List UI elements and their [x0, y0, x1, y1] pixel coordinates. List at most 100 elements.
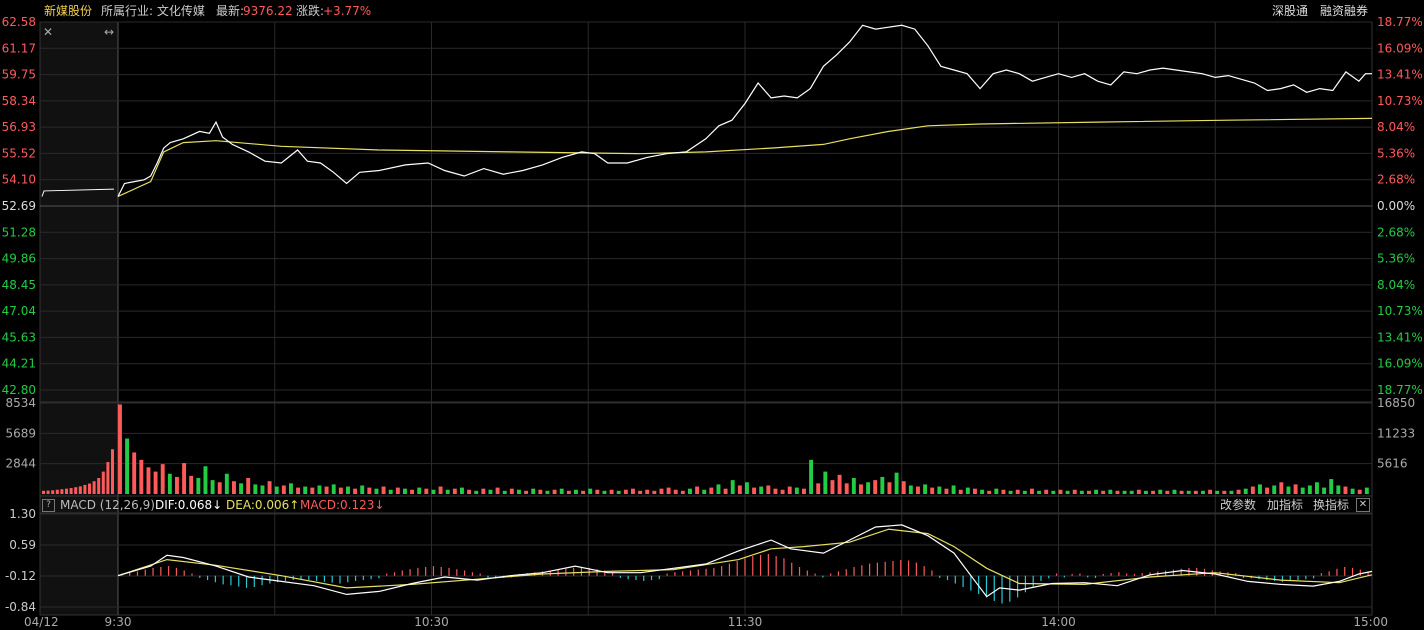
- volume-bar: [353, 488, 358, 494]
- volume-bar: [189, 475, 194, 494]
- close-panel-icon[interactable]: ✕: [1356, 498, 1370, 512]
- volume-bar: [445, 489, 450, 494]
- volume-bar: [552, 489, 557, 494]
- pct-tick-label: 5.36%: [1377, 146, 1415, 160]
- change-params-button[interactable]: 改参数: [1220, 498, 1257, 512]
- volume-bar: [780, 489, 785, 494]
- volume-right-tick-label: 5616: [1377, 457, 1408, 471]
- volume-bar: [1108, 489, 1113, 494]
- volume-bar: [887, 482, 892, 494]
- chart-frame: [39, 21, 1373, 616]
- volume-bar: [139, 459, 144, 494]
- volume-bar: [488, 489, 493, 494]
- price-tick-label: 61.17: [2, 41, 36, 55]
- price-tick-label: 62.58: [2, 15, 36, 29]
- volume-bar: [42, 490, 45, 494]
- volume-bar: [324, 486, 329, 494]
- volume-bar: [1051, 490, 1056, 494]
- grid: [39, 21, 1373, 616]
- price-tick-label: 51.28: [2, 225, 36, 239]
- margin-trading-link[interactable]: 融资融券: [1320, 4, 1369, 18]
- switch-indicator-button[interactable]: 换指标: [1313, 498, 1350, 512]
- price-tick-label: 54.10: [2, 173, 36, 187]
- volume-bar: [74, 487, 78, 494]
- volume-bar: [289, 483, 293, 494]
- expand-icon[interactable]: ↔: [104, 25, 114, 39]
- close-icon[interactable]: ✕: [43, 25, 53, 39]
- price-tick-label: 52.69: [2, 199, 36, 213]
- volume-bar: [908, 485, 913, 494]
- volume-bar: [46, 490, 50, 494]
- pct-tick-label: 16.09%: [1377, 357, 1423, 371]
- volume-bar: [1250, 486, 1255, 494]
- volume-bar: [531, 488, 536, 494]
- volume-bar: [1329, 479, 1334, 494]
- volume-bar: [1165, 490, 1170, 494]
- volume-bar: [224, 473, 229, 494]
- pct-tick-label: 13.41%: [1377, 68, 1423, 82]
- volume-bar: [217, 482, 222, 494]
- volume-bar: [1087, 490, 1091, 494]
- volume-bar: [574, 489, 578, 494]
- volume-bar: [1072, 489, 1077, 494]
- volume-bar: [581, 490, 586, 494]
- volume-bar: [403, 488, 407, 494]
- volume-bar: [538, 489, 543, 494]
- price-tick-label: 58.34: [2, 94, 36, 108]
- volume-bar: [623, 489, 628, 494]
- macd-histogram: [121, 553, 1369, 604]
- volume-bar: [232, 481, 236, 494]
- add-indicator-button[interactable]: 加指标: [1267, 498, 1304, 512]
- volume-bar: [517, 489, 521, 494]
- pct-tick-label: 13.41%: [1377, 330, 1423, 344]
- volume-bar: [1364, 487, 1369, 494]
- volume-bar: [1279, 482, 1284, 494]
- time-tick-label: 10:30: [414, 615, 449, 629]
- volume-bar: [253, 484, 258, 494]
- volume-bar: [83, 484, 87, 494]
- price-tick-label: 49.86: [2, 252, 36, 266]
- volume-bar: [260, 485, 265, 494]
- sz-connect-link[interactable]: 深股通: [1272, 4, 1309, 18]
- volume-bar: [175, 476, 179, 494]
- volume-bar: [716, 484, 721, 494]
- volume-bar: [994, 488, 999, 494]
- volume-bar: [196, 478, 201, 494]
- volume-bar: [631, 488, 635, 494]
- volume-bar: [153, 471, 158, 494]
- volume-bar: [809, 459, 814, 494]
- macd-tick-label: 1.30: [9, 507, 36, 521]
- stock-name[interactable]: 新媒股份: [44, 4, 93, 18]
- volume-bar: [1179, 490, 1184, 494]
- change-label: 涨跌:: [296, 4, 325, 18]
- macd-header: ? MACD (12,26,9) DIF:0.068↓ DEA:0.006↑ M…: [0, 497, 1424, 514]
- volume-bar: [203, 466, 208, 494]
- volume-bar: [1265, 487, 1270, 494]
- volume-bar: [987, 490, 992, 494]
- volume-bar: [97, 478, 101, 494]
- volume-bar: [125, 438, 130, 494]
- volume-bar: [766, 485, 771, 494]
- pct-tick-label: 2.68%: [1377, 225, 1415, 239]
- volume-bar: [51, 490, 55, 494]
- volume-bar: [1336, 485, 1341, 494]
- volume-bar: [1015, 489, 1020, 494]
- volume-bar: [1286, 486, 1291, 494]
- volume-bar: [395, 487, 400, 494]
- volume-right-tick-label: 16850: [1377, 396, 1415, 410]
- volume-bar: [602, 490, 607, 494]
- volume-bar: [78, 486, 82, 494]
- volume-bar: [1229, 490, 1234, 494]
- dea-value: DEA:0.006↑: [226, 498, 300, 512]
- volume-bar: [267, 481, 272, 494]
- volume-bar: [1215, 490, 1220, 494]
- volume-bar: [866, 482, 871, 494]
- volume-bar: [346, 486, 350, 494]
- volume-bar: [880, 476, 885, 494]
- volume-bar: [474, 490, 479, 494]
- volume-bar: [65, 488, 68, 494]
- volume-bar: [1129, 490, 1134, 494]
- volume-bar: [973, 488, 977, 494]
- help-icon[interactable]: ?: [42, 499, 55, 512]
